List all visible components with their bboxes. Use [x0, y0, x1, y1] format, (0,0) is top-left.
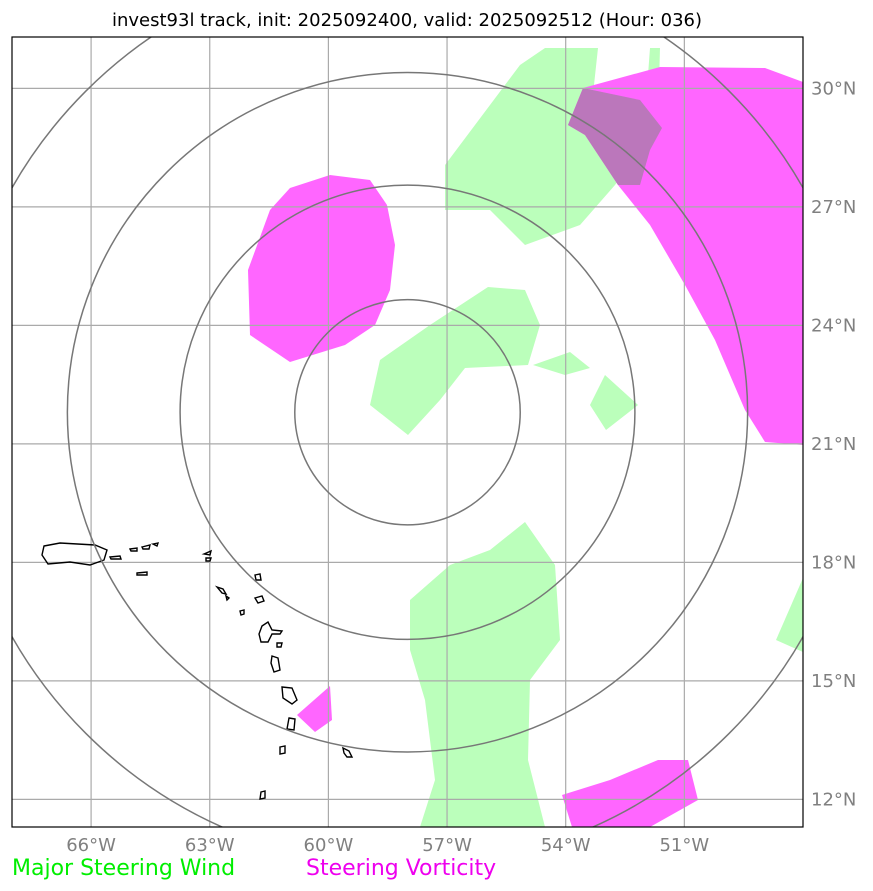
st-vincent-coastline: [279, 745, 286, 755]
puerto-rico-coastline: [41, 542, 108, 566]
barbados-coastline: [342, 746, 354, 758]
map-area: [12, 37, 803, 827]
lon-tick-label: 66°W: [66, 835, 116, 856]
lat-tick-label: 15°N: [811, 671, 856, 692]
map-frame: [11, 36, 804, 828]
lon-tick-label: 51°W: [659, 835, 709, 856]
martinique-coastline: [281, 686, 298, 705]
wind-region-central: [370, 287, 540, 435]
wind-region-small-east: [533, 352, 590, 375]
coastlines: [41, 542, 354, 800]
virgin-islands-coastline-2: [140, 544, 151, 550]
st-martin-coastline: [205, 557, 212, 562]
lon-tick-label: 60°W: [304, 835, 354, 856]
barbuda-coastline: [254, 573, 262, 581]
st-croix-coastline: [136, 571, 148, 576]
anguilla-coastline: [201, 549, 213, 556]
vieques-coastline: [108, 555, 122, 560]
antigua-coastline: [253, 595, 265, 604]
wind-region-small-triangle: [590, 375, 638, 430]
lat-tick-label: 18°N: [811, 552, 856, 573]
virgin-islands-coastline-1: [128, 547, 138, 552]
st-lucia-coastline: [286, 717, 296, 731]
lon-tick-label: 57°W: [422, 835, 472, 856]
overlap-region: [568, 88, 662, 185]
vorticity-region-southeast: [562, 760, 698, 827]
lat-tick-label: 12°N: [811, 789, 856, 810]
grenada-coastline: [259, 790, 266, 800]
lon-tick-label: 54°W: [541, 835, 591, 856]
wind-region-east-edge: [776, 578, 803, 652]
st-kitts-coastline: [214, 585, 228, 596]
lat-tick-label: 24°N: [811, 315, 856, 336]
guadeloupe-coastline: [258, 620, 284, 643]
montserrat-coastline: [239, 609, 245, 616]
range-ring: [179, 184, 636, 641]
range-ring: [294, 298, 521, 526]
vorticity-region-small-south: [297, 686, 332, 732]
dominica-coastline: [270, 655, 281, 673]
axis-tick-labels: 66°W 63°W 60°W 57°W 54°W 51°W 30°N 27°N 24°N 21°N…: [66, 78, 856, 856]
lat-tick-label: 21°N: [811, 434, 856, 455]
graticule: [12, 37, 803, 827]
figure-title: invest93l track, init: 2025092400, valid…: [112, 10, 702, 31]
range-rings: [12, 37, 803, 827]
lon-tick-label: 63°W: [185, 835, 235, 856]
nevis-coastline: [224, 594, 231, 602]
legend-vorticity-label: Steering Vorticity: [306, 856, 496, 881]
virgin-islands-coastline-3: [150, 542, 160, 547]
marie-galante-coastline: [276, 642, 283, 648]
legend-wind-label: Major Steering Wind: [12, 856, 235, 881]
lat-tick-label: 30°N: [811, 78, 856, 99]
lat-tick-label: 27°N: [811, 197, 856, 218]
range-ring: [66, 71, 749, 753]
